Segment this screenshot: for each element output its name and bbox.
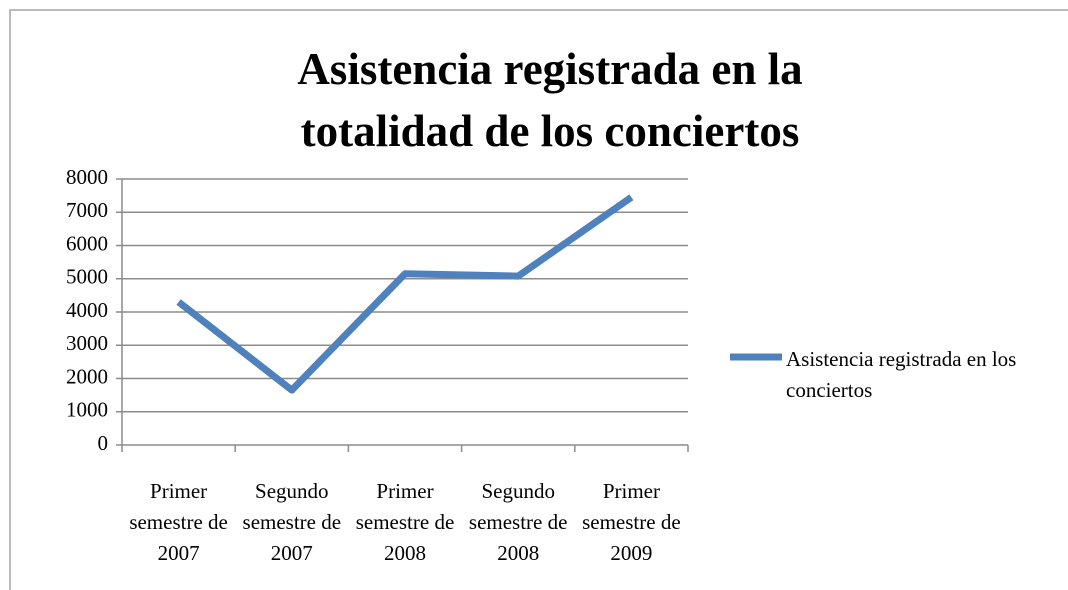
y-tick-label: 8000 bbox=[66, 165, 108, 189]
y-tick-label: 7000 bbox=[66, 198, 108, 222]
x-tick-label: Primer semestre de 2008 bbox=[355, 479, 455, 565]
legend-label: Asistencia registrada en los conciertos bbox=[786, 347, 1017, 402]
x-tick-label: Primer semestre de 2009 bbox=[582, 479, 681, 565]
y-tick-label: 2000 bbox=[66, 364, 108, 388]
line-series bbox=[176, 194, 634, 394]
y-tick-label: 4000 bbox=[66, 298, 108, 322]
y-tick-label: 3000 bbox=[66, 331, 108, 355]
x-tick-label: Segundo semestre de 2008 bbox=[468, 479, 568, 565]
chart-title: Asistencia registrada en la totalidad de… bbox=[297, 44, 803, 156]
y-tick-label: 6000 bbox=[66, 231, 108, 255]
x-tick-label: Primer semestre de 2007 bbox=[129, 479, 228, 565]
frame bbox=[9, 9, 1068, 590]
y-tick-label: 0 bbox=[98, 431, 109, 455]
y-tick-label: 1000 bbox=[66, 398, 108, 422]
y-tick-label: 5000 bbox=[66, 265, 108, 289]
x-tick-label: Segundo semestre de 2007 bbox=[242, 479, 342, 565]
